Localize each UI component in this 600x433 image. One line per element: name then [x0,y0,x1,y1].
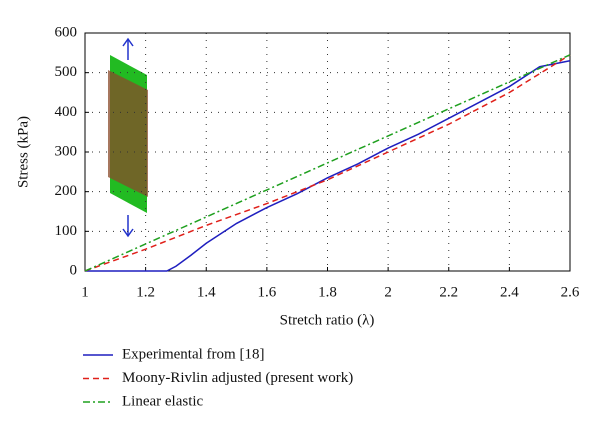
inset-illustration [108,37,148,238]
x-tick-label: 1.6 [258,284,277,300]
legend-label: Linear elastic [122,393,204,409]
x-tick-label: 1.8 [318,284,337,300]
specimen-overlay [108,70,148,197]
y-tick-label: 0 [70,262,78,278]
x-tick-label: 1 [81,284,89,300]
legend-label: Experimental from [18] [122,346,264,362]
y-axis-label: Stress (kPa) [15,116,31,188]
x-axis-label: Stretch ratio (λ) [280,312,375,328]
x-tick-label: 2.6 [561,284,580,300]
x-tick-label: 2.2 [439,284,458,300]
y-tick-label: 400 [55,104,78,120]
y-tick-label: 500 [55,64,78,80]
plot-frame [84,32,571,272]
y-tick-label: 300 [55,143,78,159]
series-line [84,54,571,272]
x-tick-label: 2.4 [500,284,519,300]
arrow-head [122,228,134,238]
x-tick-label: 1.4 [197,284,216,300]
x-tick-label: 2 [384,284,392,300]
x-tick-label: 1.2 [136,284,155,300]
y-tick-label: 600 [55,24,78,40]
series-line [85,60,571,272]
legend-label: Moony-Rivlin adjusted (present work) [122,370,353,386]
arrow-head [122,37,134,47]
y-tick-label: 100 [55,223,78,239]
y-tick-label: 200 [55,183,78,199]
